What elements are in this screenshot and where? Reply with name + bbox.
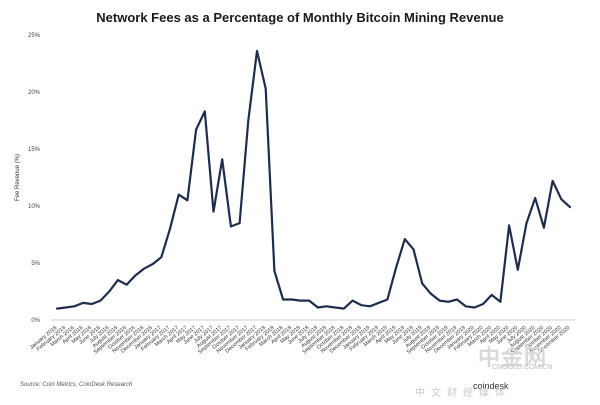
data-point <box>343 308 345 310</box>
data-point <box>517 269 519 271</box>
data-point <box>474 307 476 309</box>
data-point <box>65 307 67 309</box>
data-point <box>465 306 467 308</box>
y-tick-label: 5% <box>31 261 40 267</box>
data-point <box>439 300 441 302</box>
data-point <box>161 257 163 259</box>
data-point <box>369 306 371 308</box>
y-tick-label: 15% <box>28 147 41 153</box>
data-point <box>117 279 119 281</box>
data-point <box>456 299 458 301</box>
data-point <box>491 294 493 296</box>
source-note: Source: Coin Metrics, CoinDesk Research <box>20 382 133 388</box>
chart-title: Network Fees as a Percentage of Monthly … <box>96 10 504 25</box>
data-point <box>508 225 510 227</box>
data-point <box>213 211 215 213</box>
data-point <box>317 307 319 309</box>
data-point <box>247 120 249 122</box>
data-point <box>387 299 389 301</box>
fee-series-line <box>55 49 572 310</box>
data-point <box>204 111 206 113</box>
data-point <box>413 249 415 251</box>
data-point <box>361 304 363 306</box>
data-point <box>274 270 276 272</box>
data-point <box>308 300 310 302</box>
data-point <box>421 283 423 285</box>
data-point <box>561 198 563 200</box>
data-point <box>74 306 76 308</box>
data-point <box>100 300 102 302</box>
data-point <box>526 222 528 224</box>
data-point <box>178 194 180 196</box>
watermark-chinese-text: 中金网 <box>478 345 548 370</box>
data-point <box>143 268 145 270</box>
data-point <box>543 227 545 229</box>
data-point <box>221 158 223 160</box>
y-tick-label: 20% <box>28 90 41 96</box>
y-axis-label: Fee Revenue (%) <box>15 154 21 201</box>
watermark: 中金网 CNGOLD.COM.CN coindesk <box>470 340 595 400</box>
coindesk-logo: coindesk <box>470 380 512 392</box>
data-point <box>195 129 197 131</box>
data-point <box>326 306 328 308</box>
data-point <box>300 300 302 302</box>
data-point <box>334 307 336 309</box>
watermark-subtitle: 中文财经媒体 <box>415 388 511 399</box>
data-point <box>82 302 84 304</box>
data-point <box>430 293 432 295</box>
data-point <box>256 50 258 52</box>
data-point <box>569 206 571 208</box>
data-point <box>352 300 354 302</box>
data-point <box>91 303 93 305</box>
data-point <box>482 303 484 305</box>
data-point <box>395 267 397 269</box>
data-point <box>169 228 171 230</box>
y-tick-label: 0% <box>31 318 40 324</box>
data-point <box>56 308 58 310</box>
data-point <box>552 180 554 182</box>
data-point <box>404 238 406 240</box>
data-point <box>187 200 189 202</box>
data-point <box>282 299 284 301</box>
data-point <box>447 301 449 303</box>
data-point <box>108 291 110 293</box>
y-tick-label: 10% <box>28 204 41 210</box>
data-point <box>291 299 293 301</box>
watermark-url: CNGOLD.COM.CN <box>492 364 553 371</box>
data-point <box>134 275 136 277</box>
data-point <box>239 222 241 224</box>
data-point <box>500 301 502 303</box>
data-point <box>126 284 128 286</box>
y-tick-label: 25% <box>28 33 41 39</box>
data-point <box>265 88 267 90</box>
data-point <box>152 263 154 265</box>
data-point <box>230 226 232 228</box>
data-point <box>534 197 536 199</box>
data-point <box>378 302 380 304</box>
